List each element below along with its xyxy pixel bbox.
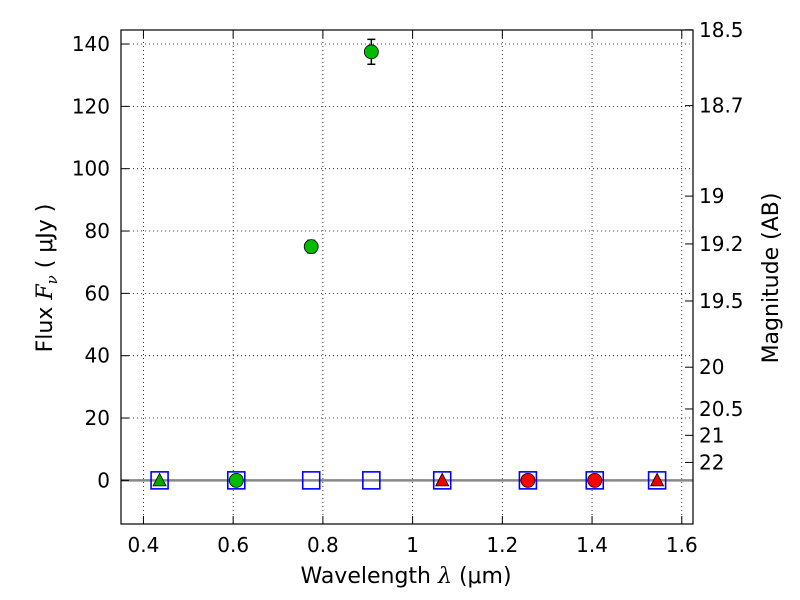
data-point-triangle — [649, 472, 665, 487]
x-axis-label: Wavelength λ (μm) — [300, 564, 511, 589]
y-tick-label: 60 — [85, 281, 110, 305]
y2-tick-label: 22 — [699, 450, 724, 474]
data-point-square — [432, 471, 452, 490]
x-tick-label: 0.8 — [307, 533, 339, 557]
y2-tick-label: 21 — [699, 423, 724, 447]
data-point-square — [301, 471, 321, 490]
data-point-square — [585, 471, 605, 490]
data-point-circle — [363, 44, 379, 60]
x-tick-label: 1.4 — [576, 533, 608, 557]
y-axis-ticks: 0 20 40 60 80 100 120 140 — [72, 32, 129, 492]
y2-axis-ticks: 18.5 18.7 19 19.2 19.5 20 20.521 22 — [685, 18, 744, 474]
y2-tick-label: 20.5 — [699, 397, 744, 421]
data-point-triangle — [435, 472, 450, 487]
data-point-circle — [228, 472, 244, 488]
data-point-circle — [303, 239, 319, 255]
data-point-square — [362, 471, 381, 490]
x-tick-label: 0.6 — [217, 533, 249, 557]
x-tick-label: 1.2 — [486, 533, 518, 557]
x-axis-ticks: 0.4 0.6 0.8 1 1.2 1.4 1.6 — [128, 30, 698, 557]
y2-tick-label: 19.5 — [699, 289, 744, 313]
y2-tick-label: 19.2 — [699, 232, 744, 256]
y-tick-label: 20 — [85, 406, 110, 430]
y-tick-label: 0 — [97, 468, 110, 492]
x-tick-label: 1.6 — [666, 533, 698, 557]
data-point-square — [150, 471, 169, 490]
y-tick-label: 80 — [85, 219, 110, 243]
y-tick-label: 120 — [72, 94, 110, 118]
x-tick-label: 0.4 — [128, 533, 160, 557]
y-tick-label: 140 — [72, 32, 110, 56]
data-point-circle — [520, 472, 536, 488]
y-tick-label: 40 — [85, 344, 110, 368]
y2-tick-label: 19 — [699, 184, 724, 208]
plot-frame — [120, 29, 694, 525]
x-tick-label: 1 — [406, 533, 419, 557]
data-point-square — [647, 471, 667, 490]
y2-tick-label: 18.5 — [699, 18, 744, 42]
data-point-triangle — [152, 472, 167, 487]
y-axis-label: Flux Fν ( μJy ) — [33, 204, 61, 353]
grid-lines — [121, 30, 693, 524]
y2-tick-label: 18.7 — [699, 94, 744, 118]
data-point-square — [518, 471, 538, 490]
y2-axis-label: Magnitude (AB) — [759, 193, 784, 364]
data-marks — [150, 38, 667, 490]
y2-tick-label: 20 — [699, 355, 724, 379]
y-tick-label: 100 — [72, 157, 110, 181]
data-point-circle — [587, 472, 603, 488]
data-point-square — [226, 471, 246, 490]
